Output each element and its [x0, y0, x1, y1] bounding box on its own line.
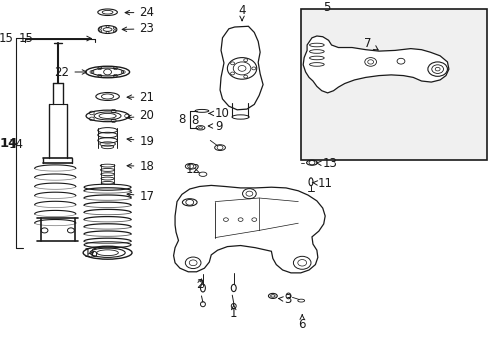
- Text: 18: 18: [127, 160, 154, 173]
- Text: 23: 23: [122, 22, 154, 35]
- Text: 8: 8: [178, 113, 185, 126]
- Text: 24: 24: [125, 6, 154, 19]
- Text: 3: 3: [278, 293, 291, 306]
- Text: 7: 7: [364, 37, 377, 50]
- Polygon shape: [303, 36, 448, 93]
- Text: 2: 2: [195, 278, 203, 291]
- Text: 20: 20: [127, 109, 154, 122]
- Text: 14: 14: [9, 138, 24, 150]
- Text: 4: 4: [238, 4, 245, 21]
- Text: 13: 13: [316, 157, 337, 170]
- Text: 16: 16: [84, 247, 99, 260]
- Text: 19: 19: [127, 135, 154, 148]
- Text: 15: 15: [19, 32, 33, 45]
- Text: 22: 22: [54, 66, 86, 78]
- Bar: [300, 9, 486, 160]
- Text: 11: 11: [312, 177, 332, 190]
- Text: 6: 6: [298, 315, 305, 331]
- Bar: [300, 9, 486, 160]
- Polygon shape: [220, 26, 263, 110]
- Text: 15: 15: [0, 32, 91, 45]
- Text: 5: 5: [322, 1, 329, 14]
- Text: 12: 12: [185, 163, 201, 176]
- Text: 17: 17: [127, 190, 154, 203]
- Text: 14: 14: [0, 136, 18, 150]
- Text: 8: 8: [191, 114, 199, 127]
- Text: 10: 10: [209, 107, 229, 120]
- Text: 1: 1: [229, 305, 237, 320]
- Text: 9: 9: [208, 120, 222, 132]
- Text: 21: 21: [127, 91, 154, 104]
- Polygon shape: [173, 185, 325, 273]
